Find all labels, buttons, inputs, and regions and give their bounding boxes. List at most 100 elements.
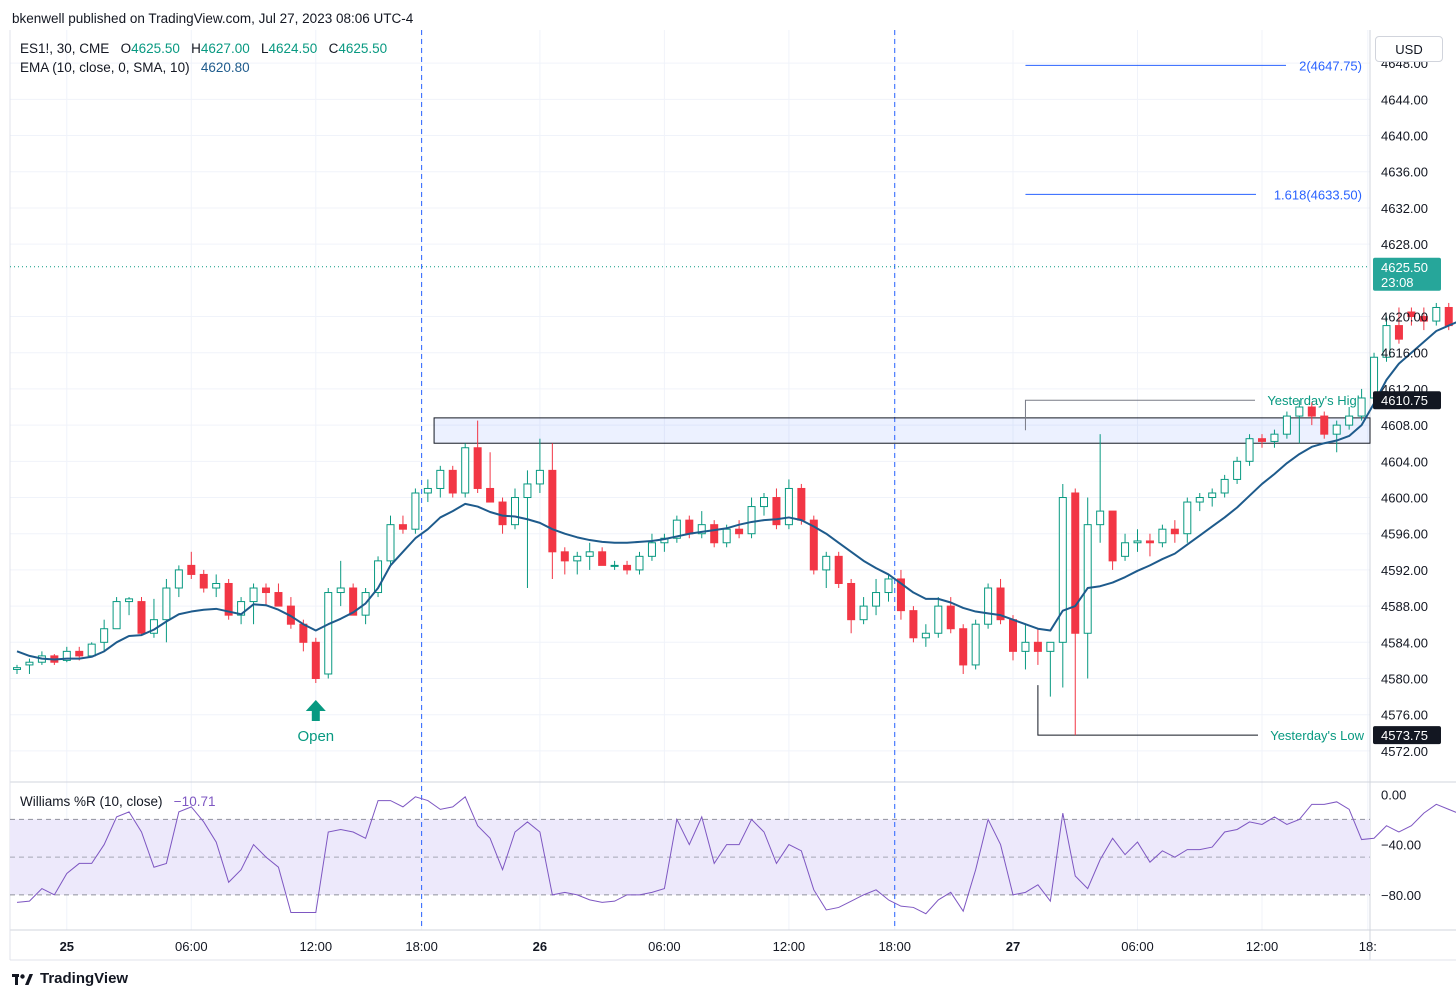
candle-body bbox=[13, 667, 21, 670]
wr-tick-label: 0.00 bbox=[1381, 787, 1406, 802]
yesterday-high-badge-text: 4610.75 bbox=[1381, 393, 1428, 408]
candle-body bbox=[187, 564, 196, 575]
price-tick-label: 4592.00 bbox=[1381, 563, 1428, 578]
price-tick-label: 4636.00 bbox=[1381, 165, 1428, 180]
price-tick-label: 4584.00 bbox=[1381, 635, 1428, 650]
yesterday-low-badge-text: 4573.75 bbox=[1381, 728, 1428, 743]
open-label: O bbox=[120, 41, 132, 56]
candle-body bbox=[199, 573, 208, 589]
candle-body bbox=[262, 587, 270, 594]
candle-body bbox=[162, 587, 171, 621]
price-tick-label: 4576.00 bbox=[1381, 708, 1428, 723]
candle-body bbox=[996, 587, 1005, 621]
candle-body bbox=[1320, 415, 1329, 435]
candle-body bbox=[1096, 510, 1105, 526]
candle-body bbox=[934, 605, 943, 634]
candle-body bbox=[1046, 641, 1055, 652]
time-tick-label: 06:00 bbox=[1121, 939, 1154, 954]
candle-body bbox=[685, 519, 694, 535]
candle-body bbox=[1270, 433, 1279, 442]
candle-body bbox=[710, 524, 719, 544]
candle-body bbox=[436, 469, 445, 489]
candle-body bbox=[1145, 540, 1154, 544]
time-tick-label: 27 bbox=[1006, 939, 1020, 954]
candle-body bbox=[1419, 316, 1428, 322]
candle-body bbox=[921, 632, 930, 639]
candle-body bbox=[25, 661, 34, 666]
time-tick-label: 06:00 bbox=[175, 939, 208, 954]
candle-body bbox=[336, 587, 345, 594]
time-tick-label: 12:00 bbox=[773, 939, 806, 954]
candle-body bbox=[249, 587, 258, 603]
yesterday-low-badge-bg bbox=[1373, 726, 1441, 745]
candle-body bbox=[610, 564, 619, 567]
candle-body bbox=[100, 628, 109, 643]
candle-body bbox=[1295, 406, 1304, 417]
candle-body bbox=[984, 587, 993, 625]
candle-body bbox=[311, 641, 320, 680]
price-tick-label: 4608.00 bbox=[1381, 418, 1428, 433]
candle-body bbox=[523, 483, 532, 499]
candle-body bbox=[224, 582, 233, 616]
candle-body bbox=[1258, 438, 1266, 442]
time-tick-label: 26 bbox=[533, 939, 547, 954]
resistance-zone bbox=[433, 417, 1371, 444]
candle-body bbox=[1083, 524, 1092, 634]
candle-body bbox=[573, 555, 582, 562]
candle-body bbox=[511, 497, 519, 526]
time-tick-label: 25 bbox=[60, 939, 74, 954]
open-label: Open bbox=[297, 728, 334, 745]
candle-body bbox=[386, 524, 395, 562]
price-tick-label: 4580.00 bbox=[1381, 672, 1428, 687]
candle-body bbox=[946, 605, 955, 630]
candle-body bbox=[884, 578, 893, 594]
candle-body bbox=[62, 650, 71, 661]
price-tick-label: 4632.00 bbox=[1381, 201, 1428, 216]
candle-body bbox=[784, 487, 793, 526]
candle-body bbox=[461, 447, 470, 494]
tradingview-footer[interactable]: TradingView bbox=[12, 970, 128, 987]
candle-body bbox=[174, 569, 183, 589]
candle-body bbox=[971, 623, 980, 666]
yesterday-low-label: Yesterday's Low bbox=[1270, 728, 1364, 743]
candle-body bbox=[1208, 492, 1217, 499]
candle-body bbox=[735, 528, 744, 535]
candle-body bbox=[1307, 406, 1316, 417]
time-tick-label: 18:00 bbox=[878, 939, 911, 954]
open-value: 4625.50 bbox=[131, 41, 180, 56]
wr-legend: Williams %R (10, close) −10.71 bbox=[20, 794, 215, 809]
ema-line bbox=[16, 321, 1456, 661]
candle-body bbox=[1121, 542, 1130, 557]
open-arrow-icon bbox=[305, 700, 326, 721]
candle-body bbox=[112, 601, 121, 630]
candle-body bbox=[647, 542, 656, 557]
high-value: 4627.00 bbox=[200, 41, 250, 56]
time-tick-label: 06:00 bbox=[648, 939, 681, 954]
candle-body bbox=[498, 501, 507, 526]
candle-body bbox=[137, 601, 146, 634]
candle-body bbox=[772, 497, 781, 526]
candles bbox=[13, 302, 1453, 736]
candle-body bbox=[959, 628, 968, 666]
time-tick-label: 12:00 bbox=[1246, 939, 1279, 954]
candle-body bbox=[896, 578, 905, 612]
high-label: H bbox=[191, 41, 201, 56]
candle-body bbox=[125, 598, 134, 603]
candle-body bbox=[75, 650, 84, 657]
time-tick-label: 18: bbox=[1359, 939, 1377, 954]
yesterday-high-badge-bg bbox=[1373, 391, 1441, 410]
candle-body bbox=[1407, 311, 1416, 318]
candle-body bbox=[1183, 501, 1192, 535]
candle-body bbox=[560, 551, 569, 562]
currency-button[interactable]: USD bbox=[1375, 36, 1443, 62]
candle-body bbox=[299, 623, 308, 643]
ohlc-legend: ES1!, 30, CME O4625.50 H4627.00 L4624.50… bbox=[20, 41, 387, 56]
candle-body bbox=[1382, 325, 1391, 358]
close-label: C bbox=[328, 41, 339, 56]
wr-tick-label: −40.00 bbox=[1381, 838, 1421, 853]
candle-body bbox=[1009, 619, 1017, 652]
candle-body bbox=[872, 592, 881, 607]
candle-body bbox=[1432, 306, 1441, 322]
price-tick-label: 4640.00 bbox=[1381, 129, 1428, 144]
